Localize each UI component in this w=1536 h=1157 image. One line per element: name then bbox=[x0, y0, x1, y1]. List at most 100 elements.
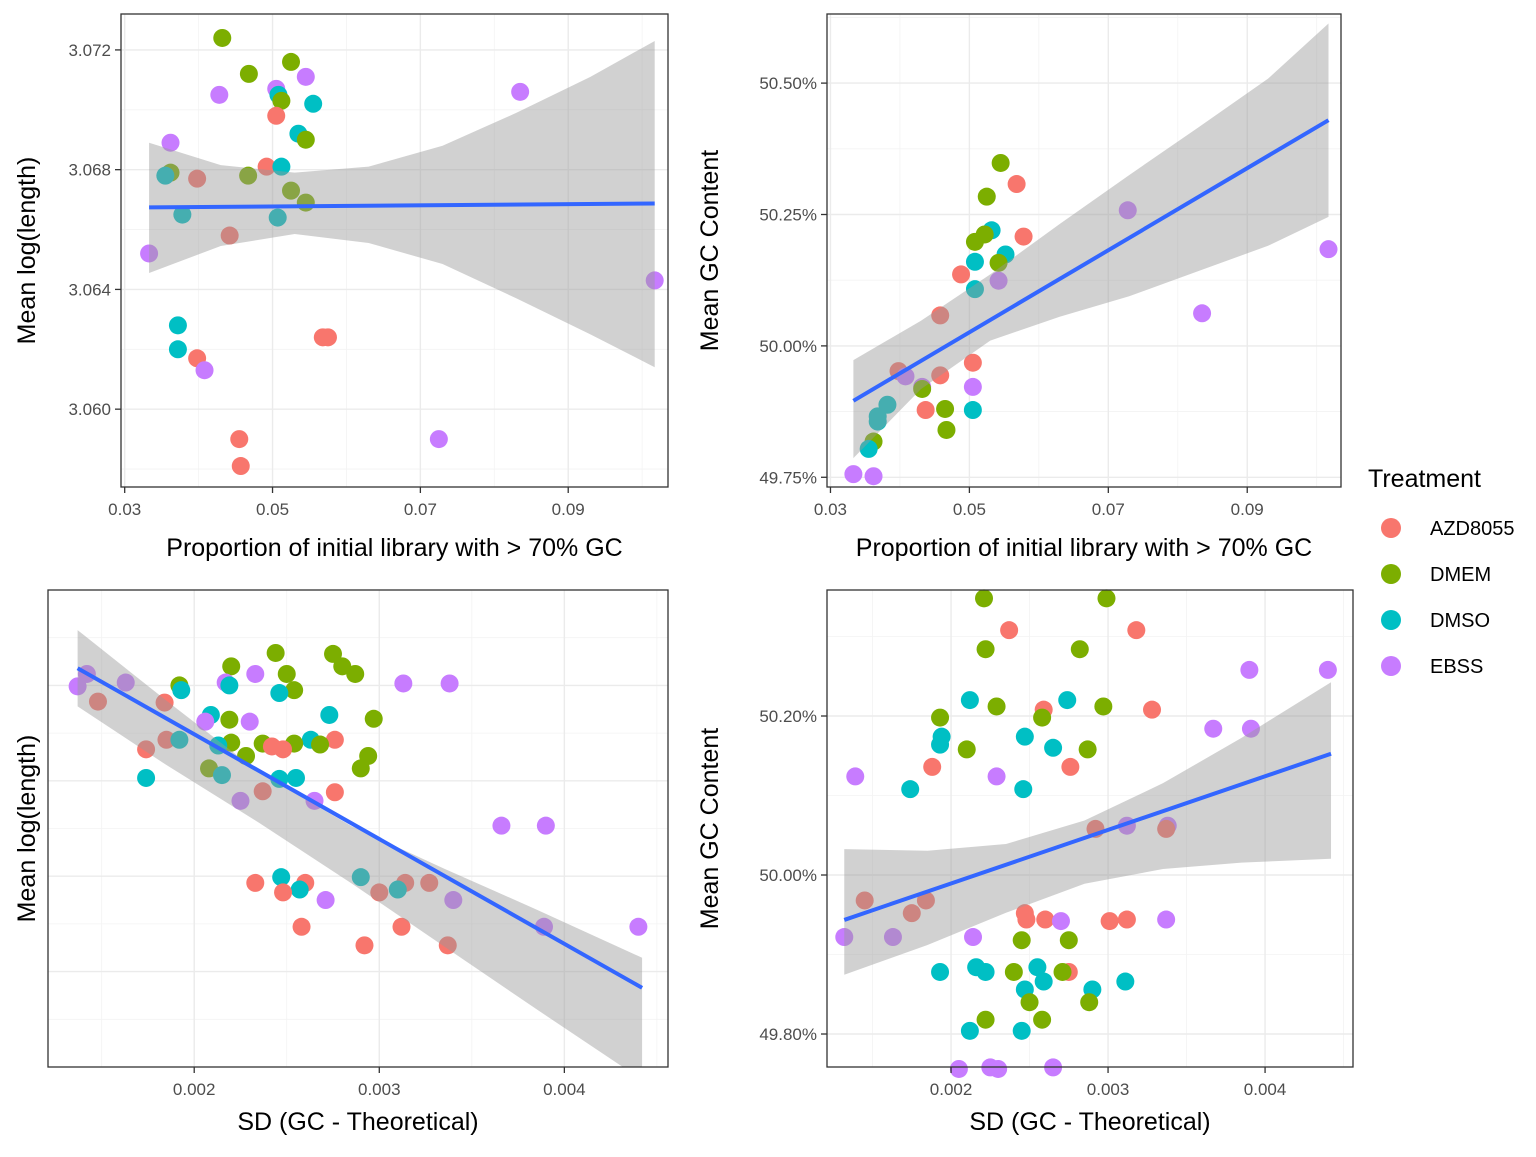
data-point-azd8055 bbox=[1014, 227, 1033, 246]
data-point-dmem bbox=[975, 589, 994, 608]
data-point-dmso bbox=[1034, 972, 1053, 991]
data-point-dmso bbox=[1058, 691, 1077, 710]
data-point-dmso bbox=[268, 208, 287, 227]
data-point-dmso bbox=[901, 780, 920, 799]
data-point-dmem bbox=[266, 643, 285, 662]
data-point-dmso bbox=[320, 705, 339, 724]
panel-border bbox=[47, 589, 669, 1068]
data-point-dmso bbox=[965, 252, 984, 271]
panel-sd-vs-length: 0.002 0.003 0.004 SD (GC - Theoretical) Mean… bbox=[13, 589, 669, 1136]
data-point-dmem bbox=[976, 640, 995, 659]
data-point-dmem bbox=[285, 681, 304, 700]
x-tick-label: 0.002 bbox=[930, 1080, 973, 1099]
data-point-ebss bbox=[1241, 719, 1260, 738]
data-point-azd8055 bbox=[246, 873, 265, 892]
data-point-azd8055 bbox=[355, 936, 374, 955]
data-point-dmso bbox=[351, 868, 370, 887]
data-point-ebss bbox=[492, 816, 511, 835]
data-point-dmso bbox=[963, 401, 982, 420]
x-tick-label: 0.07 bbox=[404, 500, 437, 519]
data-point-ebss bbox=[511, 82, 530, 101]
data-point-ebss bbox=[1157, 910, 1176, 929]
data-point-dmso bbox=[220, 676, 239, 695]
data-point-dmso bbox=[212, 766, 231, 785]
data-point-azd8055 bbox=[188, 169, 207, 188]
data-point-dmem bbox=[1097, 589, 1116, 608]
data-point-azd8055 bbox=[1017, 910, 1036, 929]
data-point-azd8055 bbox=[88, 692, 107, 711]
y-tick-label: 49.75% bbox=[759, 468, 817, 487]
legend-label-dmso: DMSO bbox=[1430, 610, 1490, 632]
data-point-azd8055 bbox=[923, 757, 942, 776]
data-point-azd8055 bbox=[370, 883, 389, 902]
data-point-azd8055 bbox=[292, 917, 311, 936]
data-point-dmem bbox=[1012, 931, 1031, 950]
data-point-dmem bbox=[936, 399, 955, 418]
data-point-azd8055 bbox=[1100, 912, 1119, 931]
data-point-dmso bbox=[1014, 780, 1033, 799]
data-point-azd8055 bbox=[931, 366, 950, 385]
data-point-dmso bbox=[931, 962, 950, 981]
data-point-dmem bbox=[351, 759, 370, 778]
data-point-dmso bbox=[1028, 958, 1047, 977]
data-point-ebss bbox=[296, 67, 315, 86]
confidence-ribbon bbox=[77, 630, 643, 1067]
data-point-dmso bbox=[1012, 1021, 1031, 1040]
data-point-ebss bbox=[1051, 912, 1070, 931]
y-axis-title: Mean log(length) bbox=[13, 735, 41, 923]
panel-border bbox=[826, 13, 1342, 488]
x-tick-label: 0.07 bbox=[1092, 500, 1125, 519]
data-point-azd8055 bbox=[231, 457, 250, 476]
legend-label-azd8055: AZD8055 bbox=[1430, 518, 1515, 540]
data-point-ebss bbox=[949, 1059, 968, 1078]
points-layer bbox=[140, 28, 664, 476]
data-point-azd8055 bbox=[1157, 819, 1176, 838]
data-point-dmem bbox=[333, 657, 352, 676]
data-point-dmem bbox=[277, 664, 296, 683]
data-point-azd8055 bbox=[1127, 621, 1146, 640]
data-point-azd8055 bbox=[230, 430, 249, 449]
data-point-dmem bbox=[977, 187, 996, 206]
x-tick-label: 0.09 bbox=[552, 500, 585, 519]
y-tick-label: 49.80% bbox=[759, 1025, 817, 1044]
y-tick-label: 50.25% bbox=[759, 205, 817, 224]
panel-sd-vs-gccontent: 0.002 0.003 0.004 49.80% 50.00% 50.20% SD (GC … bbox=[696, 589, 1354, 1136]
data-point-ebss bbox=[964, 928, 983, 947]
data-point-ebss bbox=[68, 677, 87, 696]
data-point-azd8055 bbox=[257, 157, 276, 176]
data-point-dmem bbox=[1053, 962, 1072, 981]
y-axis-title: Mean GC Content bbox=[696, 150, 724, 352]
data-point-dmem bbox=[987, 697, 1006, 716]
data-point-ebss bbox=[195, 361, 214, 380]
data-point-dmem bbox=[1033, 1010, 1052, 1029]
regression-line bbox=[76, 666, 644, 990]
legend-key-dmem bbox=[1381, 564, 1401, 584]
data-point-azd8055 bbox=[325, 783, 344, 802]
x-tick-label: 0.003 bbox=[358, 1080, 401, 1099]
data-point-ebss bbox=[140, 244, 159, 263]
data-point-azd8055 bbox=[220, 226, 239, 245]
data-point-dmso bbox=[168, 340, 187, 359]
data-point-azd8055 bbox=[916, 401, 935, 420]
data-point-dmso bbox=[270, 684, 289, 703]
data-point-azd8055 bbox=[1061, 757, 1080, 776]
data-point-ebss bbox=[987, 767, 1006, 786]
data-point-ebss bbox=[1193, 304, 1212, 323]
data-point-dmem bbox=[1080, 993, 1099, 1012]
legend-key-azd8055 bbox=[1381, 518, 1401, 538]
data-point-azd8055 bbox=[1007, 175, 1026, 194]
data-point-azd8055 bbox=[392, 917, 411, 936]
data-point-dmso bbox=[868, 412, 887, 431]
data-point-dmem bbox=[324, 644, 343, 663]
data-point-dmem bbox=[364, 709, 383, 728]
data-point-dmem bbox=[989, 253, 1008, 272]
data-point-dmem bbox=[239, 64, 258, 83]
regression-line bbox=[852, 118, 1330, 403]
data-point-azd8055 bbox=[274, 740, 293, 759]
x-tick-label: 0.09 bbox=[1231, 500, 1264, 519]
data-point-ebss bbox=[963, 377, 982, 396]
x-tick-label: 0.05 bbox=[953, 500, 986, 519]
y-tick-label: 50.00% bbox=[759, 337, 817, 356]
data-point-ebss bbox=[989, 1059, 1008, 1078]
data-point-dmso bbox=[168, 316, 187, 335]
